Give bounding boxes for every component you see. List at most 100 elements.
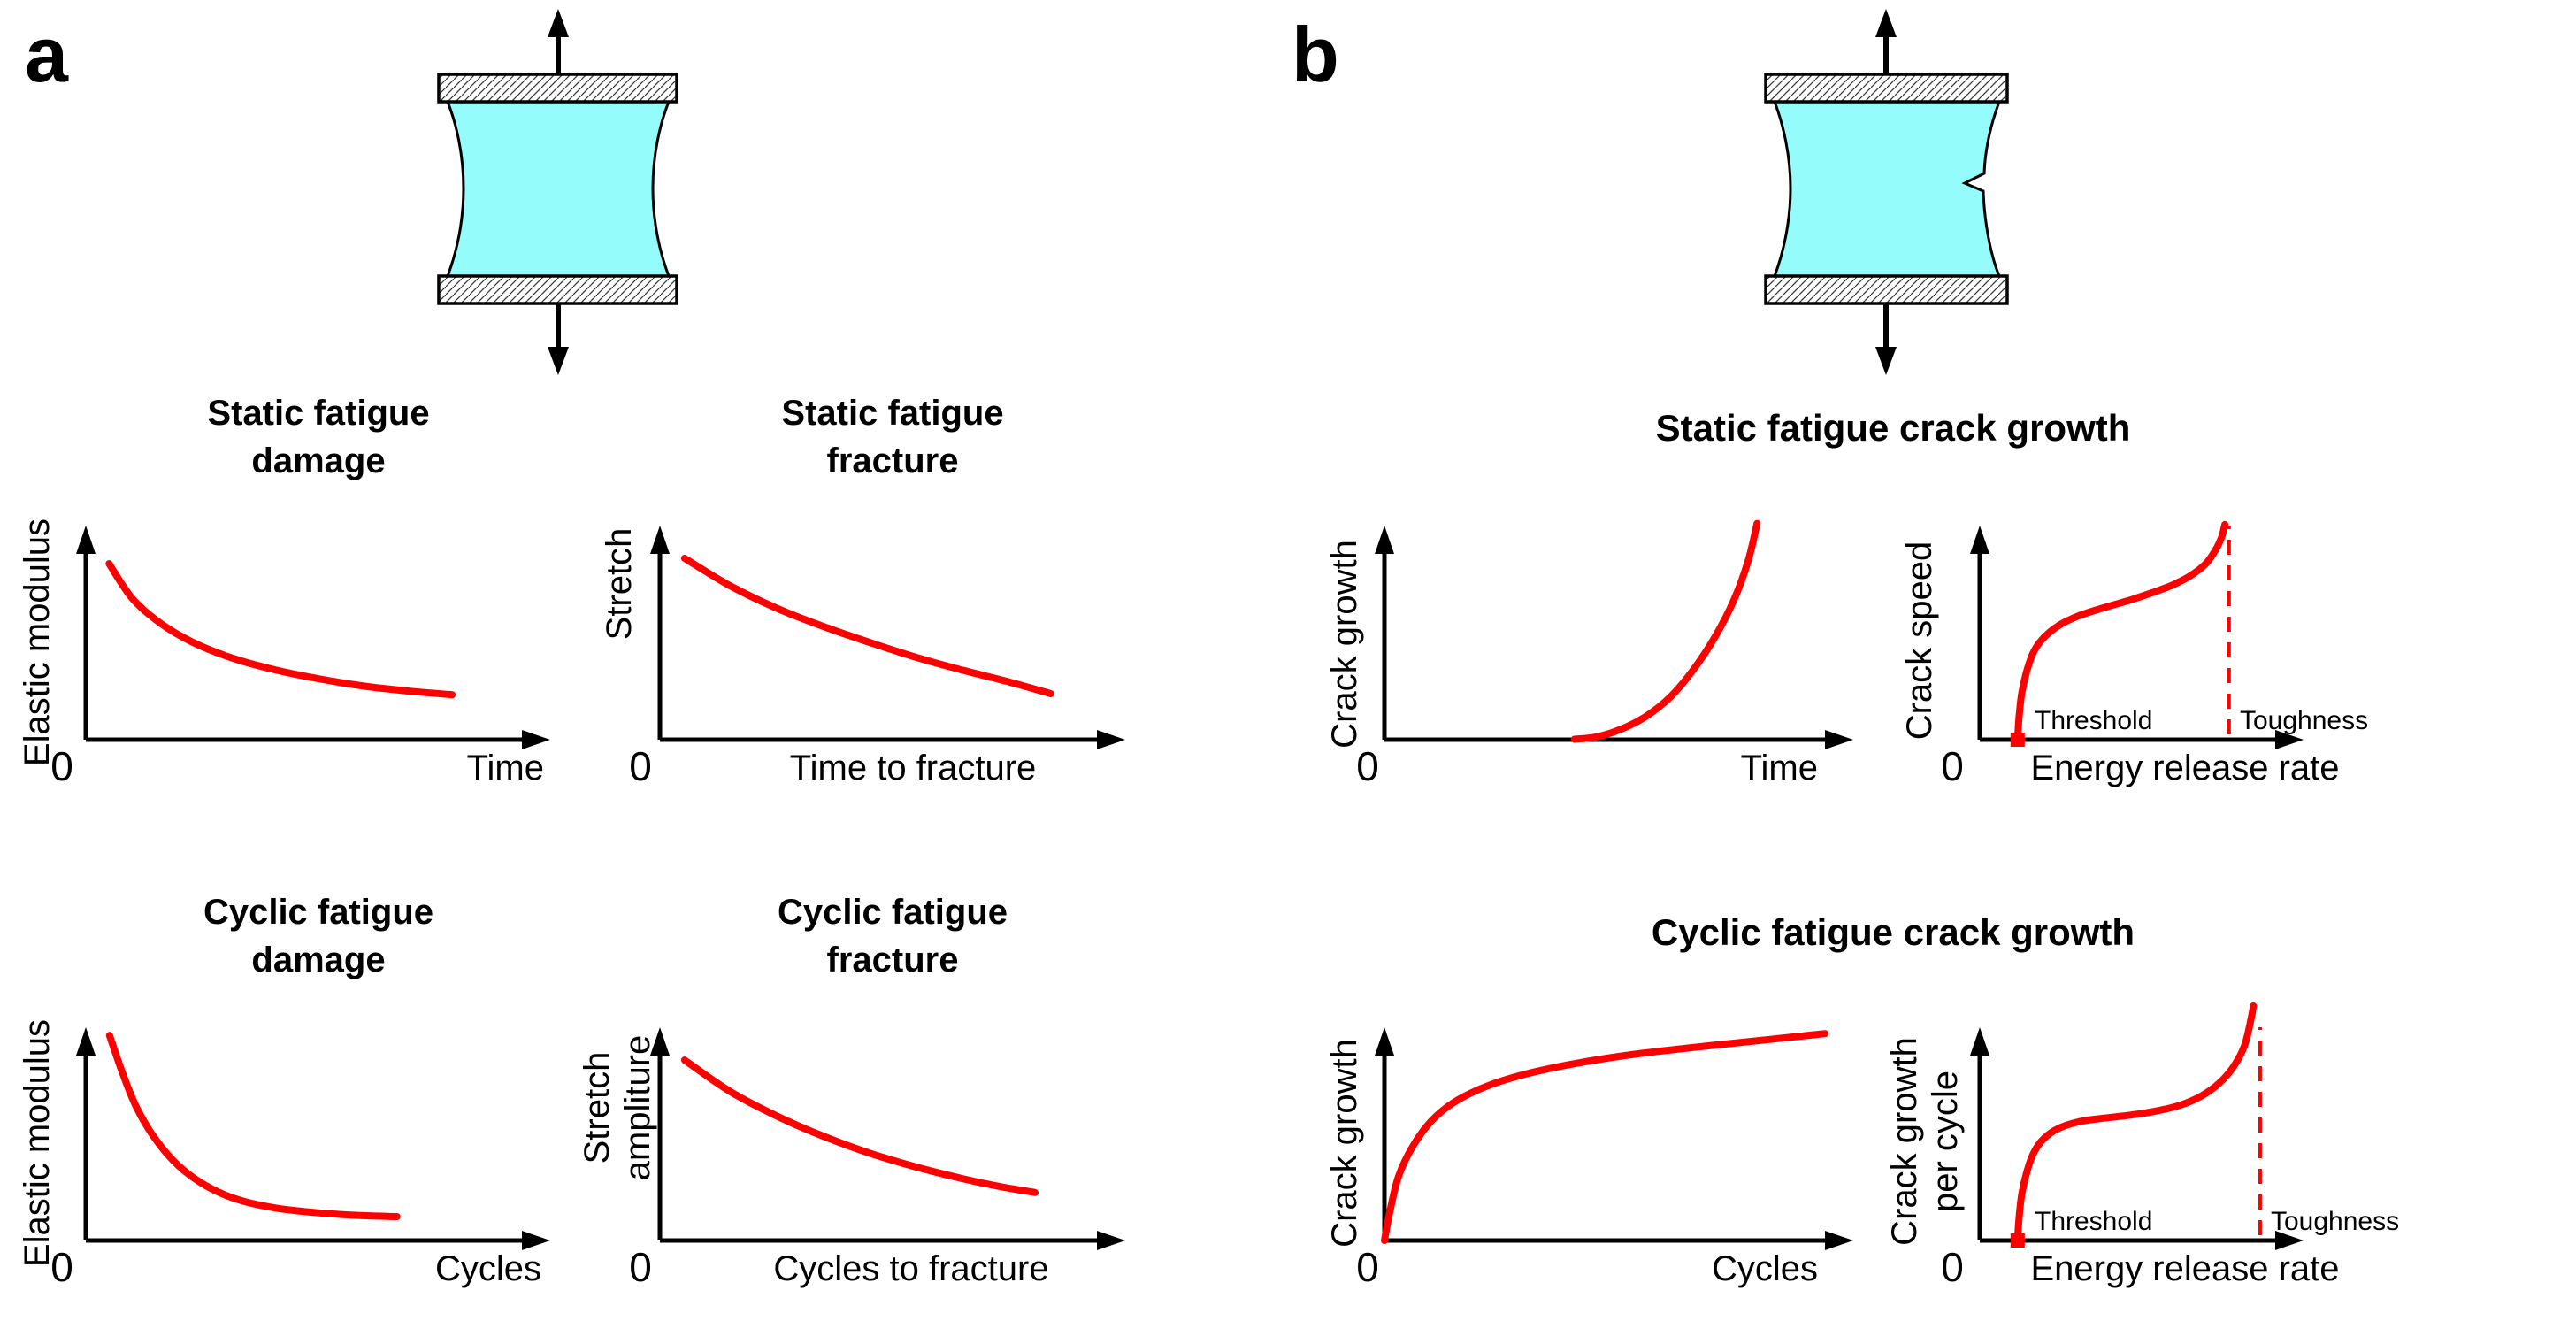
plot-crack-speed-vs-energy-release-rate: [1970, 520, 2304, 749]
plot-cyclic-fatigue-damage: [76, 1027, 550, 1250]
plot-static-fatigue-fracture: [650, 526, 1125, 749]
origin-zero: 0: [1941, 743, 1964, 789]
curve: [105, 1032, 401, 1220]
threshold-marker: [2010, 733, 2025, 747]
specimen-uncracked: [437, 9, 678, 375]
threshold-label: Threshold: [2035, 1207, 2153, 1236]
x-axis-arrowhead: [1825, 1231, 1853, 1250]
xlabel-cycles-to-fracture: Cycles to fracture: [773, 1249, 1049, 1288]
x-axis-arrowhead: [2275, 1231, 2304, 1250]
plot-static-fatigue-damage: [76, 526, 550, 749]
x-axis-arrowhead: [1825, 730, 1853, 749]
ylabel-crack-speed: Crack speed: [1899, 541, 1940, 741]
x-axis-arrowhead: [522, 1231, 550, 1250]
origin-zero: 0: [629, 1244, 652, 1290]
panel-label-a: a: [25, 11, 68, 98]
x-axis-arrowhead: [522, 730, 550, 749]
ylabel-line: per cycle: [1926, 1070, 1965, 1213]
pull-arrow-down-head: [1875, 347, 1897, 375]
ylabel-line: Stretch: [578, 1051, 617, 1164]
title-line: damage: [251, 442, 386, 480]
y-axis-arrowhead: [1970, 526, 1990, 554]
origin-zero: 0: [629, 743, 652, 789]
curve: [2013, 1002, 2258, 1244]
pull-arrow-up-head: [548, 9, 569, 37]
ylabel-stretch: Stretch: [599, 528, 640, 641]
plot-title-cyclic-fatigue-damage: Cyclic fatigue damage: [53, 888, 584, 984]
title-line: damage: [251, 941, 386, 979]
xlabel-cycles: Cycles: [434, 1249, 541, 1288]
plot-title-cyclic-fatigue-fracture: Cyclic fatigue fracture: [627, 888, 1158, 984]
x-axis-arrowhead: [1097, 1231, 1125, 1250]
grip-bottom: [437, 274, 678, 305]
curve: [1570, 519, 1761, 743]
curve: [1381, 1030, 1829, 1244]
origin-zero: 0: [50, 743, 73, 789]
specimen-cracked: [1764, 9, 2009, 375]
ylabel-line: Crack growth: [1325, 1039, 1364, 1248]
xlabel-time: Time: [466, 749, 544, 787]
ylabel-line: Crack speed: [1900, 541, 1939, 741]
xlabel-time-to-fracture: Time to fracture: [789, 749, 1037, 787]
y-axis-arrowhead: [1375, 1027, 1394, 1056]
y-axis-arrowhead: [650, 1027, 670, 1056]
pull-arrow-down-head: [548, 347, 569, 375]
ylabel-line: Elastic modulus: [18, 518, 57, 767]
ylabel-crack-growth: Crack growth: [1324, 1039, 1365, 1248]
origin-zero: 0: [1356, 1244, 1379, 1290]
plot-crack-growth-per-cycle-vs-energy-release-rate: [1970, 1002, 2304, 1250]
grip-top: [1764, 73, 2009, 104]
y-axis-arrowhead: [76, 1027, 96, 1056]
y-axis-arrowhead: [76, 526, 96, 554]
ylabel-elastic-modulus: Elastic modulus: [17, 1019, 58, 1267]
ylabel-line: Elastic modulus: [18, 1018, 57, 1268]
curve: [680, 555, 1054, 697]
origin-zero: 0: [1941, 1244, 1964, 1290]
origin-zero: 0: [50, 1244, 73, 1290]
curve: [2013, 520, 2229, 743]
grip-bottom: [1764, 274, 2009, 305]
specimen-body: [445, 100, 671, 278]
ylabel-line: Crack growth: [1325, 540, 1364, 749]
ylabel-line: ampliture: [618, 1034, 657, 1181]
y-axis-arrowhead: [650, 526, 670, 554]
origin-zero: 0: [1356, 743, 1379, 789]
xlabel-cycles: Cycles: [1711, 1249, 1818, 1288]
ylabel-elastic-modulus: Elastic modulus: [17, 518, 58, 766]
grip-top: [437, 73, 678, 104]
plot-cyclic-crack-growth-vs-cycles: [1375, 1027, 1853, 1250]
y-axis-arrowhead: [1970, 1027, 1990, 1056]
x-axis-arrowhead: [1097, 730, 1125, 749]
ylabel-line: Crack growth: [1885, 1037, 1924, 1246]
specimen-body-with-crack-notch: [1772, 100, 2002, 278]
ylabel-crack-growth-per-cycle: Crack growth per cycle: [1884, 1037, 1966, 1246]
group-title-static-crack-growth: Static fatigue crack growth: [1655, 407, 2131, 449]
ylabel-crack-growth: Crack growth: [1324, 540, 1365, 749]
xlabel-time: Time: [1740, 749, 1818, 787]
title-line: Cyclic fatigue: [777, 893, 1008, 932]
threshold-label: Threshold: [2035, 706, 2153, 735]
plot-cyclic-fatigue-fracture: [650, 1027, 1125, 1250]
title-line: Cyclic fatigue: [203, 893, 434, 932]
group-title-cyclic-crack-growth: Cyclic fatigue crack growth: [1651, 911, 2135, 953]
toughness-label: Toughness: [2240, 706, 2369, 735]
y-axis-arrowhead: [1375, 526, 1394, 554]
title-line: fracture: [826, 442, 959, 480]
xlabel-energy-release-rate: Energy release rate: [2030, 1249, 2340, 1288]
ylabel-stretch-amplitude: Stretch ampliture: [577, 1035, 658, 1181]
panel-label-b: b: [1292, 11, 1339, 98]
curve: [680, 1056, 1039, 1196]
title-line: Static fatigue: [207, 394, 430, 433]
plot-static-crack-growth-vs-time: [1375, 519, 1853, 749]
ylabel-line: Stretch: [600, 527, 639, 641]
threshold-marker: [2010, 1233, 2025, 1248]
plot-title-static-fatigue-damage: Static fatigue damage: [53, 389, 584, 485]
x-axis-arrowhead: [2275, 730, 2304, 749]
pull-arrow-up-head: [1875, 9, 1897, 37]
plot-title-static-fatigue-fracture: Static fatigue fracture: [627, 389, 1158, 485]
xlabel-energy-release-rate: Energy release rate: [2030, 749, 2340, 787]
title-line: Static fatigue: [781, 394, 1004, 433]
curve: [105, 560, 456, 699]
title-line: fracture: [826, 941, 959, 979]
